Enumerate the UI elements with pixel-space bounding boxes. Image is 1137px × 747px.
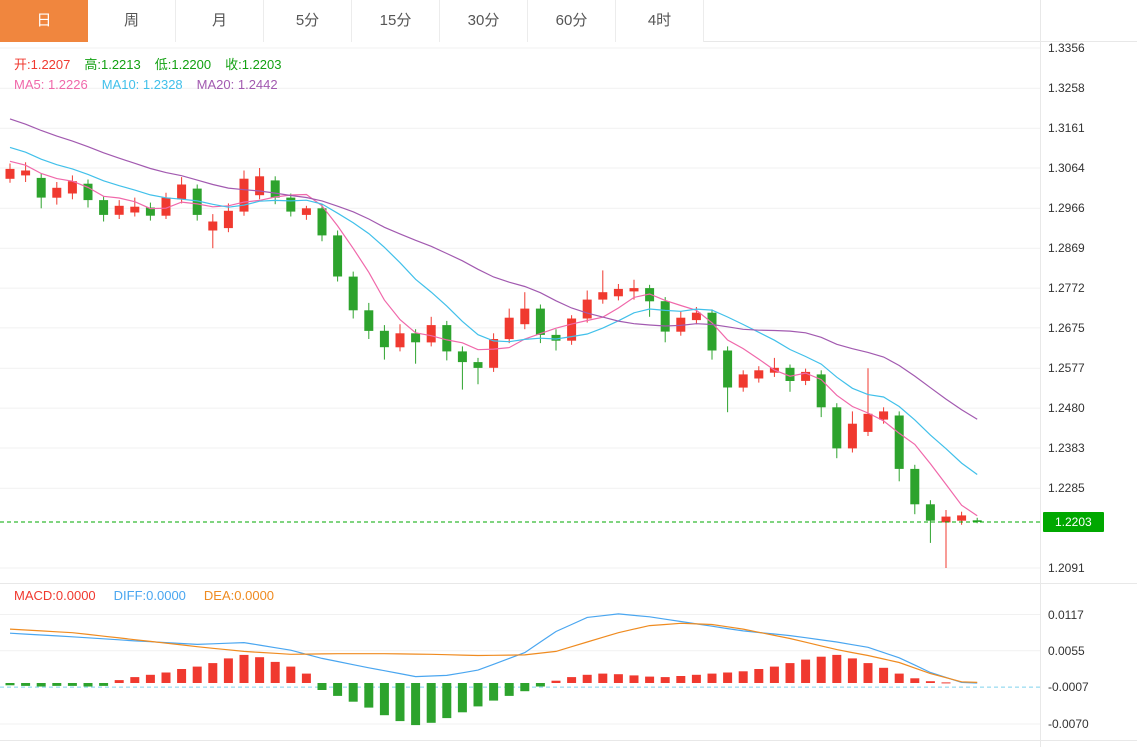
price-axis-label: 1.2772	[1048, 281, 1085, 296]
macd-chart-svg	[0, 613, 1040, 726]
price-axis-label: 1.2285	[1048, 481, 1085, 496]
price-axis-label: 1.3064	[1048, 161, 1085, 176]
tab-5min[interactable]: 5分	[264, 0, 352, 42]
price-axis-label: 1.2577	[1048, 361, 1085, 376]
tab-week[interactable]: 周	[88, 0, 176, 42]
macd-axis-label: 0.0055	[1048, 643, 1085, 658]
dea-line	[9, 622, 978, 683]
tab-15min[interactable]: 15分	[352, 0, 440, 42]
macd-axis-label: 0.0117	[1048, 607, 1084, 622]
candlestick-chart[interactable]	[0, 42, 1040, 583]
macd-histogram	[5, 654, 951, 726]
macd-chart[interactable]	[0, 583, 1040, 740]
candlestick-chart-svg	[0, 47, 1040, 569]
macd-legend: MACD:0.0000 DIFF:0.0000 DEA:0.0000	[14, 588, 292, 603]
tab-month[interactable]: 月	[176, 0, 264, 42]
price-axis-label: 1.2480	[1048, 401, 1085, 416]
panel-divider	[0, 583, 1137, 584]
candles	[5, 162, 982, 568]
price-axis-label: 1.2869	[1048, 241, 1085, 256]
timeframe-tabbar: 日周月 5分 15分 30分 60分 4时	[0, 0, 1137, 42]
macd-axis-label: -0.0070	[1048, 716, 1089, 731]
ma20-value: MA20: 1.2442	[196, 77, 278, 92]
ma5-value: MA5: 1.2226	[14, 77, 88, 92]
open-value: 开:1.2207	[14, 57, 71, 72]
price-axis-label: 1.3161	[1048, 121, 1085, 136]
close-value: 收:1.2203	[225, 57, 282, 72]
ma5-line	[9, 160, 978, 517]
low-value: 低:1.2200	[154, 57, 212, 72]
bottom-divider	[0, 740, 1137, 741]
tab-4hour[interactable]: 4时	[616, 0, 704, 42]
ohlc-legend: 开:1.2207 高:1.2213 低:1.2200 收:1.2203	[14, 54, 296, 73]
ma10-line	[9, 146, 978, 475]
ma10-value: MA10: 1.2328	[101, 77, 183, 92]
ma-legend: MA5: 1.2226 MA10: 1.2328 MA20: 1.2442	[14, 77, 292, 92]
diff-line	[9, 613, 978, 684]
tab-30min[interactable]: 30分	[440, 0, 528, 42]
diff-value: DIFF:0.0000	[113, 588, 186, 603]
ma20-line	[9, 118, 978, 420]
high-value: 高:1.2213	[84, 57, 141, 72]
tab-60min[interactable]: 60分	[528, 0, 616, 42]
price-axis-label: 1.2091	[1048, 561, 1085, 575]
price-axis-label: 1.3258	[1048, 81, 1085, 96]
macd-value: MACD:0.0000	[14, 588, 96, 603]
price-axis-label: 1.2383	[1048, 440, 1085, 455]
price-axis-label: 1.2966	[1048, 201, 1085, 216]
axis-divider	[1040, 0, 1041, 747]
macd-axis-label: -0.0007	[1048, 680, 1089, 695]
dea-value: DEA:0.0000	[203, 588, 275, 603]
price-axis-label: 1.2675	[1048, 320, 1085, 335]
price-axis-label: 1.3356	[1048, 41, 1085, 55]
tab-day[interactable]: 日	[0, 0, 88, 42]
current-price-badge: 1.2203	[1043, 511, 1104, 532]
